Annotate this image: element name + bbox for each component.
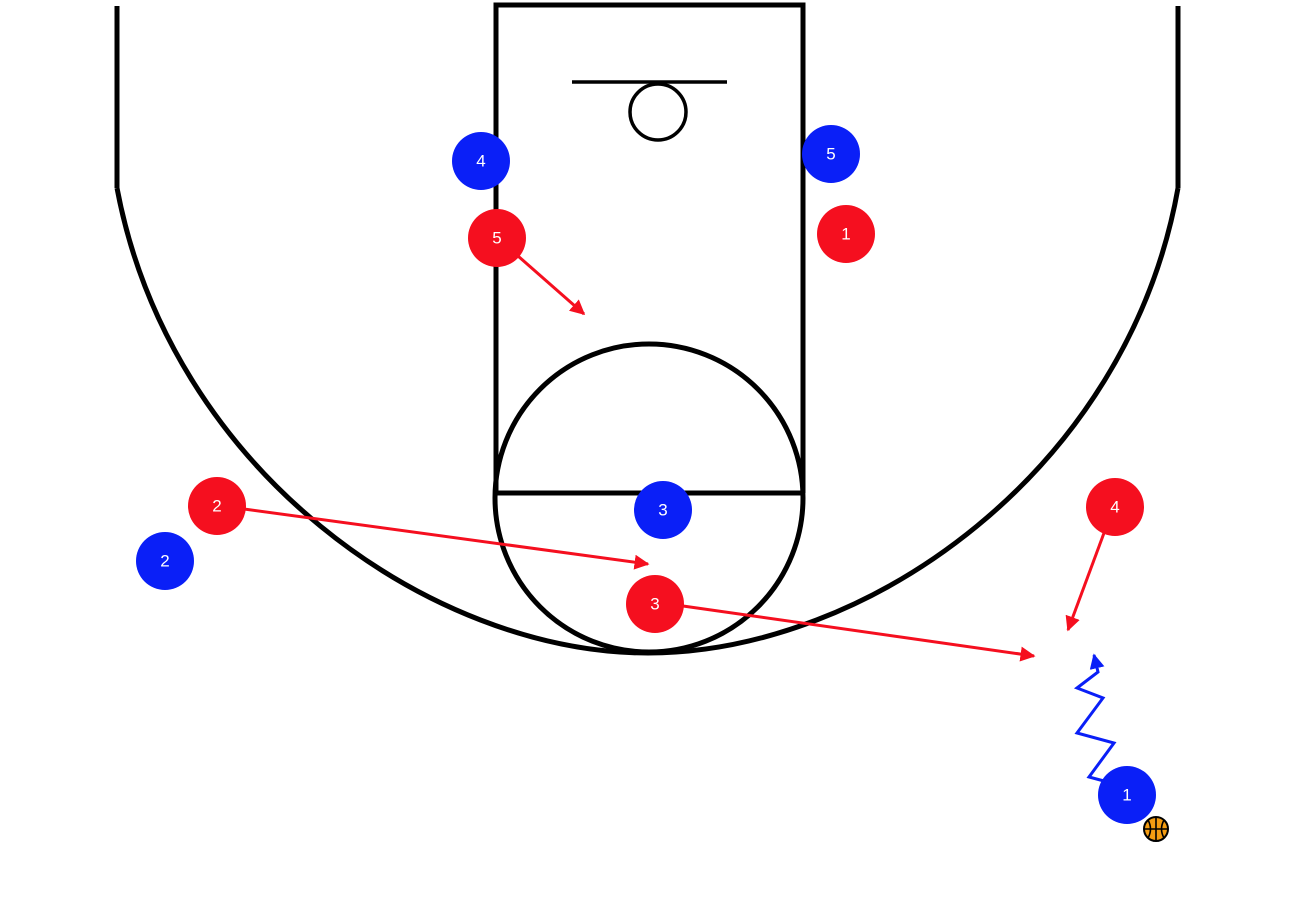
defense-players: 1 2 3 4 5 bbox=[188, 205, 1144, 633]
dribble-arrow-offense-1 bbox=[1077, 655, 1114, 781]
player-label: 3 bbox=[658, 501, 667, 520]
defense-player-1[interactable]: 1 bbox=[817, 205, 875, 263]
rim bbox=[630, 84, 686, 140]
offense-player-1[interactable]: 1 bbox=[1098, 766, 1156, 824]
offense-player-5[interactable]: 5 bbox=[802, 125, 860, 183]
court-lines bbox=[117, 5, 1178, 653]
player-label: 1 bbox=[841, 225, 850, 244]
offense-players: 1 2 3 4 5 bbox=[136, 125, 1156, 824]
defense-player-2[interactable]: 2 bbox=[188, 477, 246, 535]
cut-arrow-defense-5 bbox=[518, 256, 584, 314]
defense-player-4[interactable]: 4 bbox=[1086, 478, 1144, 536]
offense-player-3[interactable]: 3 bbox=[634, 481, 692, 539]
player-label: 4 bbox=[1110, 498, 1119, 517]
player-label: 4 bbox=[476, 152, 485, 171]
player-label: 2 bbox=[160, 552, 169, 571]
player-label: 1 bbox=[1122, 786, 1131, 805]
basketball-icon bbox=[1144, 817, 1168, 841]
offense-player-2[interactable]: 2 bbox=[136, 532, 194, 590]
defense-player-3[interactable]: 3 bbox=[626, 575, 684, 633]
player-label: 3 bbox=[650, 595, 659, 614]
free-throw-lane bbox=[496, 5, 803, 493]
cut-arrow-defense-4 bbox=[1068, 533, 1104, 630]
offense-player-4[interactable]: 4 bbox=[452, 132, 510, 190]
defense-player-5[interactable]: 5 bbox=[468, 209, 526, 267]
cut-arrow-defense-2 bbox=[244, 509, 648, 564]
player-label: 2 bbox=[212, 497, 221, 516]
player-label: 5 bbox=[826, 145, 835, 164]
player-label: 5 bbox=[492, 229, 501, 248]
cut-arrow-defense-3 bbox=[683, 606, 1034, 656]
